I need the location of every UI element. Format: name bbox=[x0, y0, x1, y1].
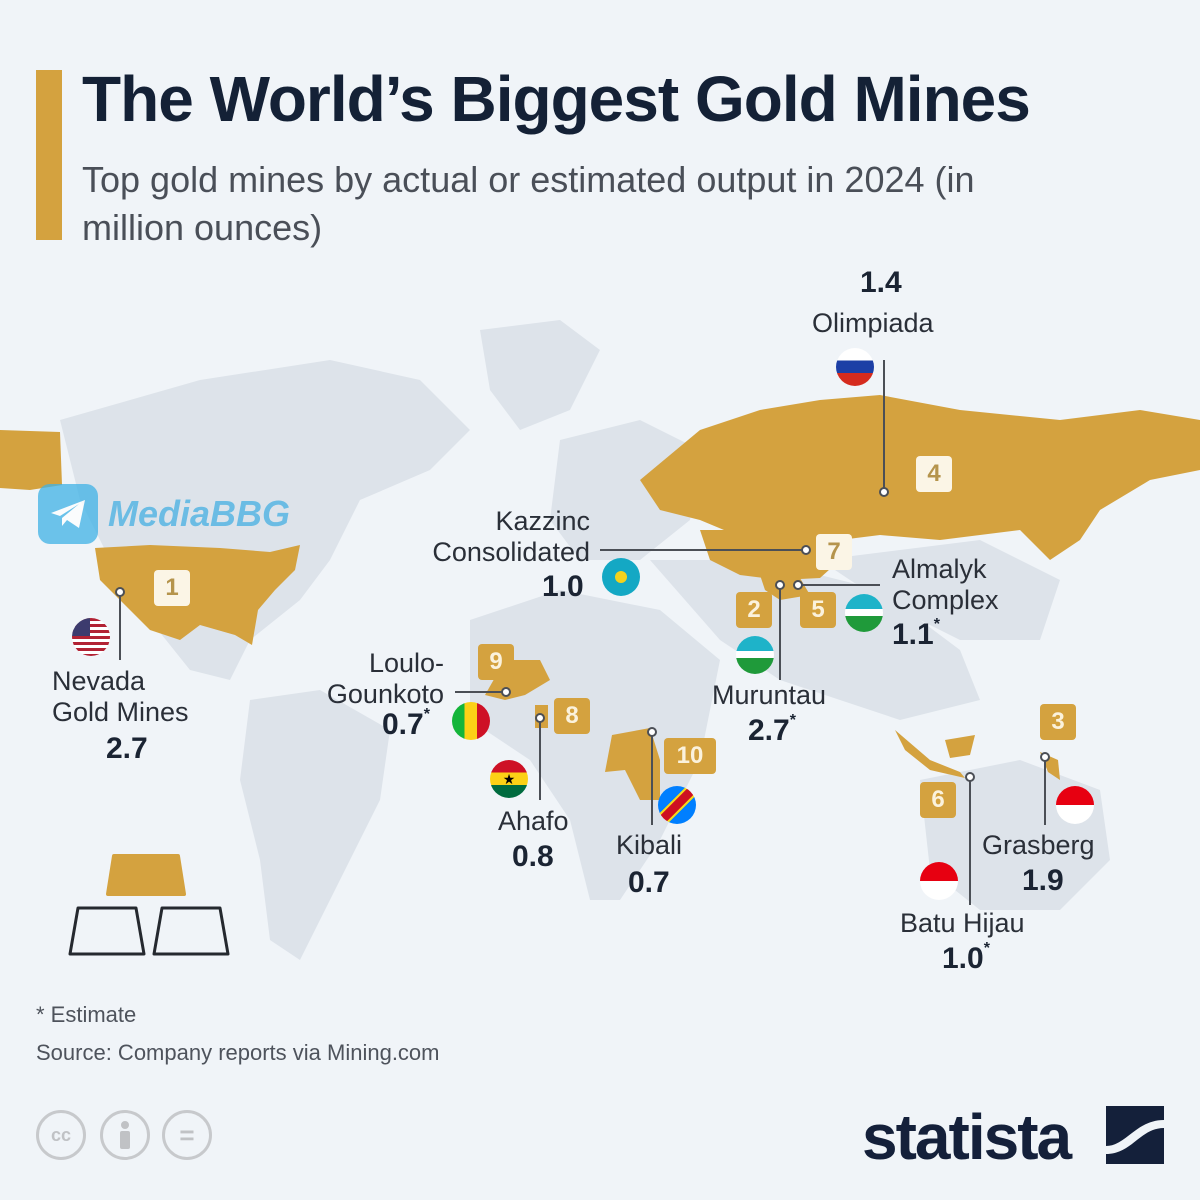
mine-label-loulo-gounkoto: Loulo- Gounkoto bbox=[326, 648, 444, 709]
us-flag-icon bbox=[72, 618, 110, 656]
rank-badge-3: 3 bbox=[1040, 704, 1076, 740]
mine-label-batu-hijau: Batu Hijau bbox=[900, 908, 1025, 938]
cc-icon[interactable]: cc bbox=[36, 1110, 86, 1160]
mine-label-kazzinc: Kazzinc Consolidated bbox=[432, 506, 590, 567]
watermark-text: MediaBBG bbox=[108, 493, 291, 534]
mine-value-kibali: 0.7 bbox=[628, 866, 670, 899]
rank-badge-9: 9 bbox=[478, 644, 514, 680]
indonesia-flag-icon bbox=[1056, 786, 1094, 824]
statista-logo-mark bbox=[1106, 1106, 1164, 1164]
indonesia-flag-icon bbox=[920, 862, 958, 900]
mine-value-kazzinc: 1.0 bbox=[542, 570, 584, 603]
mine-value-batu-hijau: 1.0* bbox=[942, 940, 990, 975]
mine-label-muruntau: Muruntau bbox=[712, 680, 827, 710]
gold-bars-icon bbox=[68, 854, 230, 956]
mine-value-muruntau: 2.7* bbox=[748, 712, 796, 747]
attribution-icon[interactable] bbox=[100, 1110, 150, 1160]
rank-badge-10: 10 bbox=[664, 738, 716, 774]
mine-value-almalyk: 1.1* bbox=[892, 616, 940, 651]
uzbekistan-flag-icon bbox=[736, 636, 774, 674]
mali-flag-icon bbox=[452, 702, 490, 740]
page-title: The World’s Biggest Gold Mines bbox=[82, 63, 1031, 135]
russia-flag-icon bbox=[836, 348, 874, 386]
mine-label-kibali: Kibali bbox=[616, 830, 683, 860]
no-derivatives-icon[interactable]: = bbox=[162, 1110, 212, 1160]
drc-flag-icon bbox=[658, 786, 696, 824]
mine-value-grasberg: 1.9 bbox=[1022, 864, 1064, 897]
rank-badge-1: 1 bbox=[154, 570, 190, 606]
mine-label-almalyk: Almalyk Complex bbox=[892, 554, 999, 615]
rank-badge-4: 4 bbox=[916, 456, 952, 492]
mine-label-nevada: Nevada Gold Mines bbox=[52, 666, 189, 727]
uzbekistan-flag-icon bbox=[845, 594, 883, 632]
rank-badge-8: 8 bbox=[554, 698, 590, 734]
estimate-note: * Estimate bbox=[36, 1002, 137, 1027]
mine-value-loulo-gounkoto: 0.7* bbox=[382, 706, 430, 741]
mine-value-nevada: 2.7 bbox=[106, 732, 148, 765]
ghana-flag-icon: ★ bbox=[490, 760, 528, 798]
mine-label-grasberg: Grasberg bbox=[982, 830, 1095, 860]
page-subtitle: Top gold mines by actual or estimated ou… bbox=[82, 159, 975, 248]
watermark: MediaBBG bbox=[38, 484, 290, 544]
mine-value-olimpiada: 1.4 bbox=[860, 266, 902, 299]
statista-logo[interactable]: statista bbox=[862, 1101, 1072, 1173]
rank-badge-7: 7 bbox=[816, 534, 852, 570]
mine-label-olimpiada: Olimpiada bbox=[812, 308, 934, 338]
accent-bar bbox=[36, 70, 62, 240]
telegram-icon bbox=[38, 484, 98, 544]
kazakhstan-flag-icon bbox=[602, 558, 640, 596]
rank-badge-5: 5 bbox=[800, 592, 836, 628]
mine-label-ahafo: Ahafo bbox=[498, 806, 569, 836]
mine-value-ahafo: 0.8 bbox=[512, 840, 554, 873]
source-note: Source: Company reports via Mining.com bbox=[36, 1040, 440, 1065]
rank-badge-2: 2 bbox=[736, 592, 772, 628]
rank-badge-6: 6 bbox=[920, 782, 956, 818]
